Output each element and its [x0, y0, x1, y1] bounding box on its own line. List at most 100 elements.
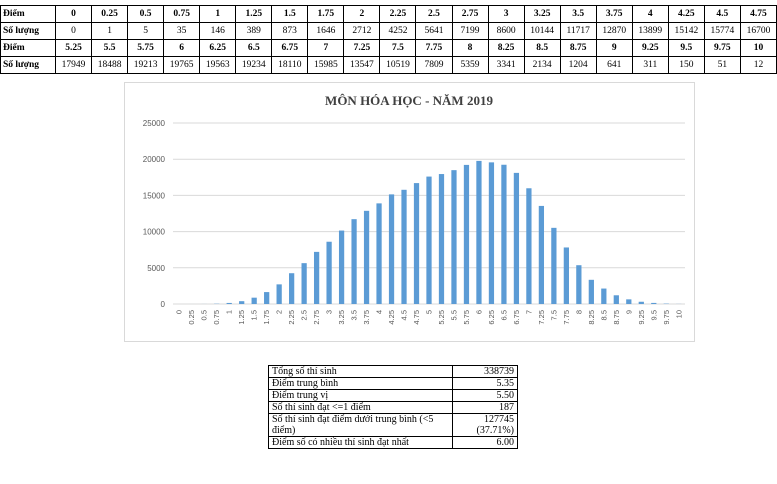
x-tick-label: 6 — [474, 310, 483, 314]
x-tick-label: 7.75 — [562, 310, 571, 325]
score-cell: 9.5 — [667, 39, 705, 57]
count-cell: 0 — [54, 22, 93, 40]
x-tick-label: 4 — [375, 310, 384, 314]
x-tick-label: 5 — [425, 310, 434, 314]
score-row-label: Điểm — [0, 5, 56, 23]
count-cell: 1 — [91, 22, 129, 40]
stats-row: Tổng số thí sinh 338739 — [268, 365, 518, 378]
count-cell: 7199 — [451, 22, 489, 40]
score-cell: 3 — [487, 5, 525, 23]
stats-value: 187 — [452, 401, 518, 414]
count-cell: 389 — [235, 22, 273, 40]
count-cell: 146 — [199, 22, 237, 40]
x-tick-label: 0.5 — [200, 310, 209, 320]
score-cell: 3.25 — [523, 5, 561, 23]
x-tick-label: 5.25 — [437, 310, 446, 325]
bar — [513, 172, 520, 304]
score-cell: 2.25 — [379, 5, 417, 23]
count-cell: 18488 — [91, 56, 129, 74]
score-cell: 10 — [739, 39, 777, 57]
bar — [363, 210, 370, 304]
x-tick-label: 0.75 — [212, 310, 221, 325]
count-cell: 1204 — [559, 56, 597, 74]
count-cell: 10519 — [379, 56, 417, 74]
score-row-label: Điểm — [0, 39, 56, 57]
bar — [551, 227, 557, 304]
bar — [388, 194, 395, 304]
score-row: Điểm 0 0.25 0.5 0.75 1 1.25 1.5 1.75 2 2.25 2.5 2.75… — [0, 5, 777, 23]
stats-value-main: 6.00 — [496, 437, 515, 448]
score-cell: 8.75 — [559, 39, 597, 57]
stats-row: Điểm trung vị 5.50 — [268, 389, 518, 402]
count-cell: 5359 — [451, 56, 489, 74]
y-tick-label: 0 — [161, 300, 166, 309]
count-cell: 13899 — [631, 22, 669, 40]
bar — [501, 164, 507, 304]
count-cell: 19213 — [127, 56, 165, 74]
x-tick-label: 9.5 — [649, 310, 658, 320]
bar — [438, 174, 445, 304]
score-cell: 7.75 — [415, 39, 453, 57]
score-cell: 0.75 — [163, 5, 201, 23]
x-tick-label: 3.25 — [337, 310, 346, 325]
x-tick-label: 5.75 — [462, 310, 471, 325]
stats-value: 5.35 — [452, 377, 518, 390]
bar — [426, 176, 432, 304]
count-cell: 12 — [739, 56, 777, 74]
score-cell: 3.75 — [595, 5, 633, 23]
score-cell: 7 — [307, 39, 345, 57]
count-cell: 15142 — [667, 22, 705, 40]
bar — [251, 297, 257, 304]
score-cell: 5.5 — [91, 39, 129, 57]
count-cell: 5 — [127, 22, 165, 40]
x-tick-label: 8 — [574, 310, 583, 314]
count-cell: 19234 — [235, 56, 273, 74]
x-tick-label: 5.5 — [449, 310, 458, 320]
x-tick-label: 0.25 — [187, 310, 196, 325]
count-row: Số lượng 0 1 5 35 146 389 873 1646 2712 4252 5641 71… — [0, 22, 777, 40]
stats-label: Điểm số có nhiều thí sinh đạt nhất — [268, 436, 453, 449]
x-tick-label: 4.25 — [387, 310, 396, 325]
y-tick-label: 15000 — [143, 191, 166, 200]
stats-label: Tổng số thí sinh — [268, 365, 453, 378]
bar — [613, 295, 619, 304]
stats-value-main: 338739 — [484, 366, 514, 377]
score-cell: 8.5 — [523, 39, 561, 57]
score-cell: 5.25 — [54, 39, 93, 57]
score-cell: 0.25 — [91, 5, 129, 23]
stats-row: Số thí sinh đạt điểm dưới trung bình (<5… — [268, 413, 518, 437]
x-tick-label: 1.75 — [262, 310, 271, 325]
score-cell: 8 — [451, 39, 489, 57]
bar — [626, 299, 632, 304]
x-tick-label: 0 — [175, 310, 184, 314]
stats-label: Số thí sinh đạt điểm dưới trung bình (<5… — [268, 413, 453, 437]
stats-value: 338739 — [452, 365, 518, 378]
x-tick-label: 7 — [524, 310, 533, 314]
count-cell: 2134 — [523, 56, 561, 74]
score-cell: 6.75 — [271, 39, 309, 57]
count-cell: 51 — [703, 56, 741, 74]
count-cell: 35 — [163, 22, 201, 40]
stats-value-percent: (37.71%) — [476, 425, 515, 436]
stats-value: 127745 (37.71%) — [452, 413, 518, 437]
score-cell: 1.25 — [235, 5, 273, 23]
bar — [401, 189, 407, 304]
x-tick-label: 1 — [225, 310, 234, 314]
x-tick-label: 1.5 — [250, 310, 259, 320]
bar — [538, 205, 545, 304]
count-cell: 15985 — [307, 56, 345, 74]
stats-value-main: 5.35 — [496, 378, 515, 389]
x-tick-label: 2.75 — [312, 310, 321, 325]
bar — [313, 251, 320, 304]
x-tick-label: 8.5 — [599, 310, 608, 320]
score-cell: 9.25 — [631, 39, 669, 57]
count-cell: 641 — [595, 56, 633, 74]
bar — [239, 301, 245, 304]
stats-label: Điểm trung vị — [268, 389, 453, 402]
y-tick-label: 25000 — [143, 119, 166, 128]
bar — [226, 302, 232, 304]
x-tick-label: 9.25 — [637, 310, 646, 325]
score-cell: 9 — [595, 39, 633, 57]
score-cell: 5.75 — [127, 39, 165, 57]
count-cell: 17949 — [54, 56, 93, 74]
